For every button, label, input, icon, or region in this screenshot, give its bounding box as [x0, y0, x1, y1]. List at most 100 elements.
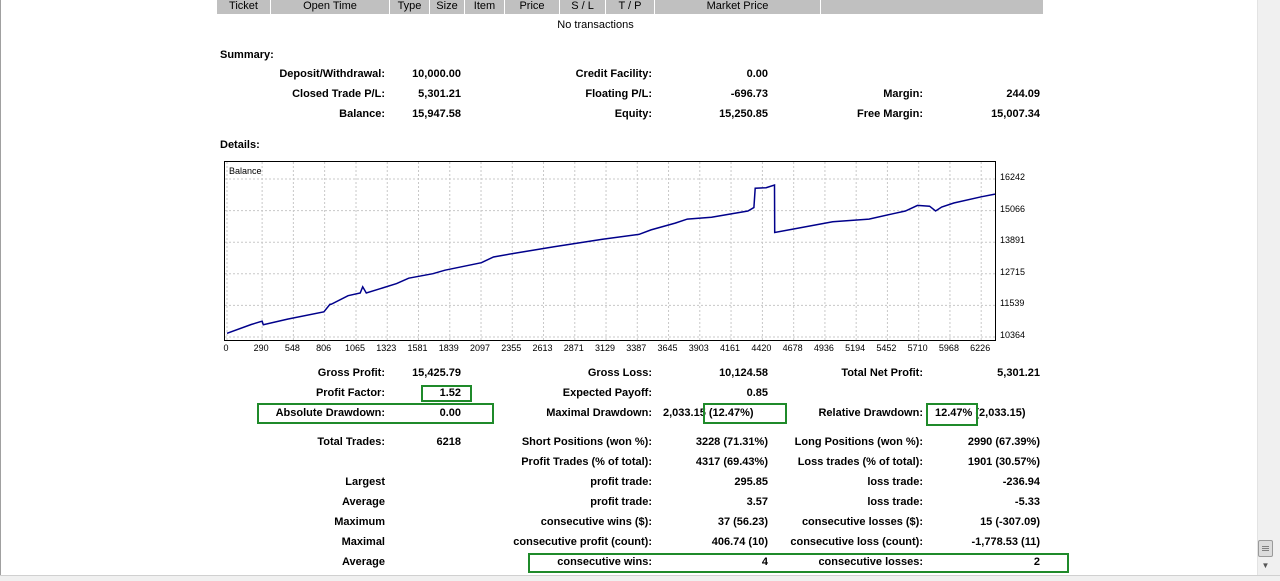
chart-y-tick-label: 12715	[1000, 266, 1026, 277]
maximal-drawdown-value: 2,033.15 (12.47%)	[663, 407, 754, 419]
maximal-consecutive-loss-value: -1,778.53 (11)	[971, 536, 1041, 548]
free-margin-value: 15,007.34	[991, 108, 1040, 120]
maximal-consecutive-profit-value: 406.74 (10)	[711, 536, 768, 548]
chart-x-tick-label: 1065	[344, 343, 366, 353]
largest-profit-trade-value: 295.85	[734, 476, 768, 488]
profit-factor-value: 1.52	[439, 387, 461, 399]
avg-consecutive-losses-label: consecutive losses:	[818, 556, 923, 568]
maximal-drawdown-label: Maximal Drawdown:	[546, 407, 652, 419]
chart-x-tick-label: 5710	[907, 343, 928, 353]
gross-loss-value: 10,124.58	[719, 367, 768, 379]
chart-x-tick-label: 3903	[688, 343, 709, 353]
deposit-value: 10,000.00	[412, 68, 461, 80]
avg-consecutive-losses-value: 2	[1033, 556, 1040, 568]
grip-line-icon	[1262, 548, 1269, 549]
average-profit-trade-value: 3.57	[746, 496, 768, 508]
max-consecutive-losses-label: consecutive losses ($):	[801, 516, 923, 528]
grip-line-icon	[1262, 550, 1269, 551]
max-consecutive-wins-label: consecutive wins ($):	[540, 516, 652, 528]
total-trades-value: 6218	[436, 436, 461, 448]
profit-trades-value: 4317 (69.43%)	[695, 456, 768, 468]
long-positions-value: 2990 (67.39%)	[967, 436, 1040, 448]
maximal-label: Maximal	[341, 536, 385, 548]
chart-x-axis: 0 290 548 806 1065 1323 1581 1839 2097 2355 2613 28…	[223, 343, 996, 355]
closed-pl-label: Closed Trade P/L:	[292, 88, 385, 100]
total-net-profit-value: 5,301.21	[997, 367, 1040, 379]
chart-x-tick-label: 4678	[782, 343, 803, 353]
balance-chart-svg: Balance	[225, 162, 997, 342]
window-right-border	[1274, 0, 1280, 581]
short-positions-label: Short Positions (won %):	[521, 436, 652, 448]
scrollbar-thumb[interactable]	[1258, 540, 1273, 557]
vertical-scrollbar[interactable]	[1257, 0, 1274, 575]
chart-x-tick-label: 6226	[970, 343, 991, 353]
chart-x-tick-label: 0	[223, 343, 229, 353]
column-ticket[interactable]: Ticket	[217, 0, 271, 14]
chart-x-tick-label: 2355	[501, 343, 522, 353]
balance-value: 15,947.58	[412, 108, 461, 120]
absolute-drawdown-label: Absolute Drawdown:	[275, 407, 385, 419]
max-consecutive-losses-value: 15 (-307.09)	[980, 516, 1040, 528]
average-consecutive-label: Average	[341, 556, 385, 568]
chart-x-tick-label: 5968	[938, 343, 959, 353]
grip-line-icon	[1262, 546, 1269, 547]
margin-value: 244.09	[1006, 88, 1040, 100]
largest-profit-trade-label: profit trade:	[590, 476, 652, 488]
highlight-maximal-drawdown	[703, 403, 787, 424]
equity-label: Equity:	[614, 108, 652, 120]
largest-label: Largest	[345, 476, 385, 488]
maximal-consecutive-profit-label: consecutive profit (count):	[513, 536, 652, 548]
column-price[interactable]: Price	[505, 0, 560, 14]
chart-y-tick-label: 10364	[1000, 330, 1026, 340]
credit-label: Credit Facility:	[575, 68, 652, 80]
chart-x-tick-label: 2613	[532, 343, 553, 353]
column-type[interactable]: Type	[390, 0, 430, 14]
average-loss-trade-label: loss trade:	[867, 496, 923, 508]
balance-label: Balance:	[339, 108, 385, 120]
gross-profit-label: Gross Profit:	[317, 367, 385, 379]
gross-loss-label: Gross Loss:	[587, 367, 652, 379]
closed-pl-value: 5,301.21	[418, 88, 461, 100]
total-trades-label: Total Trades:	[317, 436, 385, 448]
column-take-profit[interactable]: T / P	[606, 0, 655, 14]
margin-label: Margin:	[883, 88, 923, 100]
profit-trades-label: Profit Trades (% of total):	[521, 456, 652, 468]
credit-value: 0.00	[746, 68, 768, 80]
avg-consecutive-wins-label: consecutive wins:	[557, 556, 652, 568]
chart-x-tick-label: 3387	[626, 343, 647, 353]
absolute-drawdown-value: 0.00	[439, 407, 461, 419]
chart-y-tick-label: 11539	[1000, 298, 1025, 309]
chart-y-tick-label: 15066	[1000, 203, 1026, 214]
column-stop-loss[interactable]: S / L	[560, 0, 606, 14]
scroll-down-arrow-icon[interactable]: ▼	[1258, 558, 1273, 574]
maximum-label: Maximum	[334, 516, 385, 528]
chart-x-tick-label: 3645	[657, 343, 678, 353]
column-item[interactable]: Item	[465, 0, 505, 14]
column-open-time[interactable]: Open Time	[271, 0, 390, 14]
chart-x-tick-label: 3129	[595, 343, 616, 353]
chart-x-tick-label: 806	[316, 343, 332, 353]
transactions-header: Ticket Open Time Type Size Item Price S …	[217, 0, 1043, 14]
average-loss-trade-value: -5.33	[1014, 496, 1040, 508]
max-consecutive-wins-value: 37 (56.23)	[717, 516, 768, 528]
average-label: Average	[341, 496, 385, 508]
avg-consecutive-wins-value: 4	[761, 556, 768, 568]
chart-x-tick-label: 4161	[720, 343, 741, 353]
summary-heading: Summary:	[220, 49, 274, 61]
gross-profit-value: 15,425.79	[412, 367, 461, 379]
column-market-price[interactable]: Market Price	[655, 0, 821, 14]
chart-x-tick-label: 5194	[845, 343, 866, 353]
chart-title: Balance	[229, 166, 262, 176]
window-bottom-border	[0, 575, 1280, 581]
column-size[interactable]: Size	[430, 0, 465, 14]
expected-payoff-value: 0.85	[746, 387, 768, 399]
chart-y-tick-label: 13891	[1000, 235, 1026, 246]
relative-drawdown-label: Relative Drawdown:	[818, 407, 923, 419]
total-net-profit-label: Total Net Profit:	[841, 367, 923, 379]
chart-x-tick-label: 2097	[470, 343, 491, 353]
largest-loss-trade-label: loss trade:	[867, 476, 923, 488]
chart-x-tick-label: 548	[284, 343, 300, 353]
chart-y-tick-label: 16242	[1000, 172, 1026, 182]
balance-chart: Balance	[224, 161, 997, 342]
highlight-average-consecutive	[528, 553, 1069, 573]
